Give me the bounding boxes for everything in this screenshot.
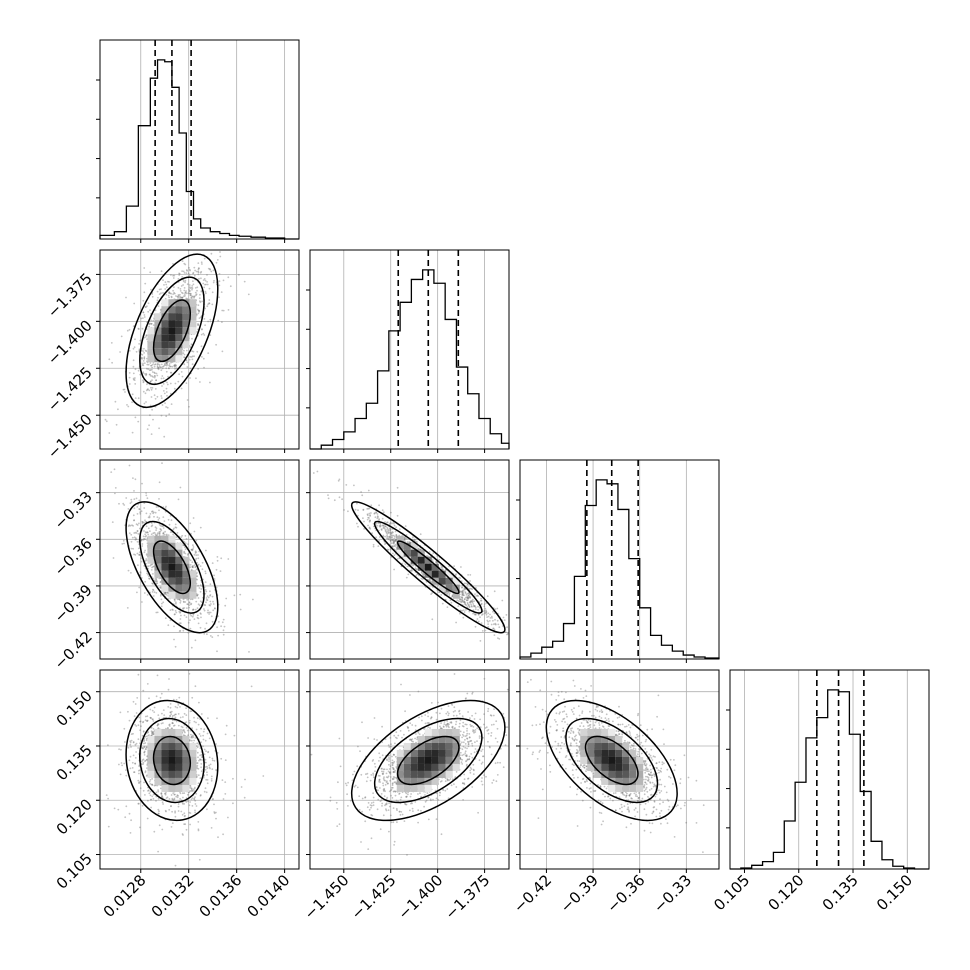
contour-1-sigma <box>396 540 460 595</box>
contour-3-sigma <box>125 699 219 822</box>
contour-2-sigma <box>565 717 659 804</box>
histogram-panel-2 <box>516 459 720 663</box>
contour-3-sigma <box>125 501 219 634</box>
histogram-step <box>310 269 510 450</box>
histogram-panel-0 <box>96 39 300 243</box>
contour-2-sigma <box>373 520 483 614</box>
contour-2-sigma <box>139 717 205 804</box>
contour-3-sigma <box>125 253 219 409</box>
contour-3-sigma <box>350 501 506 634</box>
histogram-panel-1 <box>306 249 510 453</box>
contour-2-sigma <box>139 520 205 614</box>
contour-1-sigma <box>152 299 192 363</box>
scatter-panel-2-1 <box>306 459 510 663</box>
contour-1-sigma <box>396 735 460 786</box>
histogram-step <box>730 689 929 870</box>
contour-1-sigma <box>584 735 639 786</box>
contour-1-sigma <box>152 735 192 786</box>
contour-2-sigma <box>373 717 483 804</box>
contour-2-sigma <box>139 276 205 386</box>
contour-3-sigma <box>350 699 506 822</box>
contour-1-sigma <box>152 540 192 595</box>
contour-3-sigma <box>545 699 678 822</box>
histogram-step <box>519 479 720 659</box>
histogram-step <box>99 59 299 240</box>
